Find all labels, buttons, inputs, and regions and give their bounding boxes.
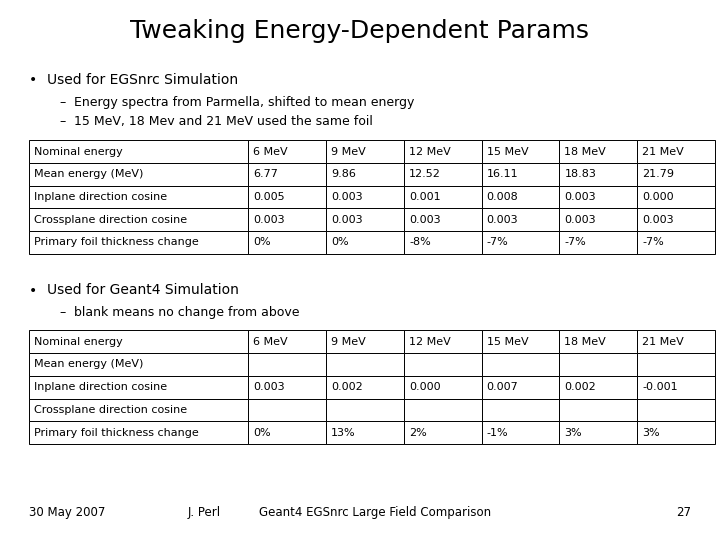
Text: Primary foil thickness change: Primary foil thickness change xyxy=(34,428,199,437)
Text: 0.003: 0.003 xyxy=(331,192,363,202)
Text: 0.000: 0.000 xyxy=(642,192,674,202)
Text: –: – xyxy=(59,115,66,128)
Text: 9.86: 9.86 xyxy=(331,170,356,179)
Text: Mean energy (MeV): Mean energy (MeV) xyxy=(34,360,143,369)
Text: 15 MeV: 15 MeV xyxy=(487,337,528,347)
Text: 13%: 13% xyxy=(331,428,356,437)
Text: Used for Geant4 Simulation: Used for Geant4 Simulation xyxy=(47,284,238,298)
Text: Geant4 EGSnrc Large Field Comparison: Geant4 EGSnrc Large Field Comparison xyxy=(259,507,491,519)
Text: Primary foil thickness change: Primary foil thickness change xyxy=(34,238,199,247)
Text: 0.003: 0.003 xyxy=(564,215,596,225)
Text: -7%: -7% xyxy=(642,238,664,247)
Text: 3%: 3% xyxy=(642,428,660,437)
Text: -0.001: -0.001 xyxy=(642,382,678,392)
Text: -7%: -7% xyxy=(564,238,586,247)
Text: 6 MeV: 6 MeV xyxy=(253,337,288,347)
Text: 0.002: 0.002 xyxy=(331,382,363,392)
Text: 0.003: 0.003 xyxy=(409,215,441,225)
Text: Nominal energy: Nominal energy xyxy=(34,337,122,347)
Text: –: – xyxy=(59,306,66,319)
Text: 0.005: 0.005 xyxy=(253,192,285,202)
Text: 12 MeV: 12 MeV xyxy=(409,147,451,157)
Text: 0%: 0% xyxy=(253,428,271,437)
Text: 0.003: 0.003 xyxy=(253,382,285,392)
Text: 30 May 2007: 30 May 2007 xyxy=(29,507,105,519)
Text: 0.003: 0.003 xyxy=(487,215,518,225)
Text: 27: 27 xyxy=(676,507,691,519)
Text: Crossplane direction cosine: Crossplane direction cosine xyxy=(34,215,187,225)
Text: 18 MeV: 18 MeV xyxy=(564,147,606,157)
Text: 12 MeV: 12 MeV xyxy=(409,337,451,347)
Text: 21.79: 21.79 xyxy=(642,170,674,179)
Text: -1%: -1% xyxy=(487,428,508,437)
Text: 0.003: 0.003 xyxy=(253,215,285,225)
Text: 3%: 3% xyxy=(564,428,582,437)
Text: 15 MeV, 18 Mev and 21 MeV used the same foil: 15 MeV, 18 Mev and 21 MeV used the same … xyxy=(74,115,373,128)
Text: –: – xyxy=(59,96,66,109)
Text: 0%: 0% xyxy=(331,238,348,247)
Text: 16.11: 16.11 xyxy=(487,170,518,179)
Text: Used for EGSnrc Simulation: Used for EGSnrc Simulation xyxy=(47,73,238,87)
Text: 0%: 0% xyxy=(253,238,271,247)
Text: Inplane direction cosine: Inplane direction cosine xyxy=(34,382,167,392)
Text: blank means no change from above: blank means no change from above xyxy=(74,306,300,319)
Text: J. Perl: J. Perl xyxy=(187,507,220,519)
Text: 2%: 2% xyxy=(409,428,427,437)
Text: Nominal energy: Nominal energy xyxy=(34,147,122,157)
Text: 0.001: 0.001 xyxy=(409,192,441,202)
Text: 0.003: 0.003 xyxy=(564,192,596,202)
Text: Crossplane direction cosine: Crossplane direction cosine xyxy=(34,405,187,415)
Text: 21 MeV: 21 MeV xyxy=(642,147,684,157)
Text: 0.003: 0.003 xyxy=(331,215,363,225)
Text: 6 MeV: 6 MeV xyxy=(253,147,288,157)
Text: •: • xyxy=(29,73,37,87)
Text: 18.83: 18.83 xyxy=(564,170,596,179)
Text: Mean energy (MeV): Mean energy (MeV) xyxy=(34,170,143,179)
Text: -8%: -8% xyxy=(409,238,431,247)
Text: -7%: -7% xyxy=(487,238,508,247)
Text: 0.000: 0.000 xyxy=(409,382,441,392)
Text: 15 MeV: 15 MeV xyxy=(487,147,528,157)
Text: 18 MeV: 18 MeV xyxy=(564,337,606,347)
Text: 12.52: 12.52 xyxy=(409,170,441,179)
Text: Tweaking Energy-Dependent Params: Tweaking Energy-Dependent Params xyxy=(130,19,590,43)
Text: 0.008: 0.008 xyxy=(487,192,518,202)
Text: 0.007: 0.007 xyxy=(487,382,518,392)
Text: 0.003: 0.003 xyxy=(642,215,674,225)
Text: 21 MeV: 21 MeV xyxy=(642,337,684,347)
Text: Inplane direction cosine: Inplane direction cosine xyxy=(34,192,167,202)
Text: 9 MeV: 9 MeV xyxy=(331,147,366,157)
Text: Energy spectra from Parmella, shifted to mean energy: Energy spectra from Parmella, shifted to… xyxy=(74,96,415,109)
Text: 9 MeV: 9 MeV xyxy=(331,337,366,347)
Text: 6.77: 6.77 xyxy=(253,170,279,179)
Text: •: • xyxy=(29,284,37,298)
Text: 0.002: 0.002 xyxy=(564,382,596,392)
